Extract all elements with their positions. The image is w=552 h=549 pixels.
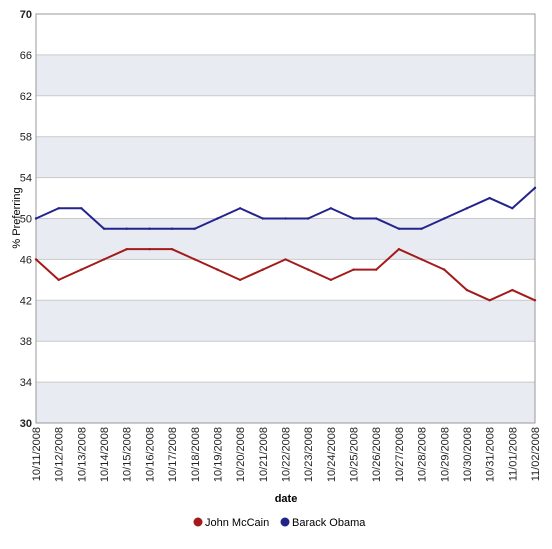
data-point: [306, 268, 310, 271]
data-point: [329, 207, 333, 210]
y-axis-tick-labels: 30 34 38 42 46 50 54 58 62 66 70: [20, 9, 32, 430]
data-point: [488, 196, 491, 200]
data-point: [148, 247, 151, 251]
data-point: [261, 268, 265, 271]
legend-label: John McCain: [205, 517, 269, 529]
x-tick-label: 10/24/2008: [326, 427, 338, 482]
x-tick-label: 11/01/2008: [507, 427, 519, 481]
data-point: [102, 227, 106, 230]
data-point: [261, 217, 265, 220]
data-point: [443, 268, 446, 271]
data-point: [443, 217, 446, 220]
x-tick-label: 10/14/2008: [99, 427, 111, 482]
data-point: [352, 217, 355, 220]
data-point: [420, 258, 423, 261]
data-point: [488, 299, 491, 302]
x-tick-label: 10/30/2008: [462, 427, 474, 482]
x-tick-label: 10/13/2008: [76, 427, 88, 482]
y-axis-label: % Preferring: [11, 187, 23, 248]
data-point: [80, 268, 83, 271]
legend: John McCain Barack Obama: [193, 517, 366, 529]
x-tick-label: 10/27/2008: [394, 427, 406, 482]
y-tick-label: 34: [20, 377, 32, 389]
data-point: [193, 227, 196, 230]
x-tick-label: 10/31/2008: [485, 427, 497, 482]
legend-label: Barack Obama: [292, 517, 366, 529]
data-point: [352, 268, 355, 271]
x-tick-label: 10/21/2008: [258, 427, 270, 482]
legend-marker: [193, 517, 203, 527]
x-tick-label: 10/25/2008: [349, 427, 361, 482]
data-point: [238, 278, 242, 282]
data-point: [170, 227, 174, 230]
data-point: [80, 207, 83, 210]
data-point: [511, 207, 514, 210]
x-tick-label: 10/17/2008: [167, 427, 179, 482]
x-axis-tick-labels: 10/11/2008 10/12/2008 10/13/2008 10/14/2008…: [31, 427, 542, 482]
y-tick-label: 46: [20, 254, 32, 266]
data-point: [216, 217, 219, 220]
data-point: [34, 217, 38, 220]
series-lines: [34, 186, 537, 302]
data-point: [148, 227, 151, 230]
plot-background-bands: [36, 54, 535, 423]
x-tick-label: 10/11/2008: [31, 427, 43, 481]
y-tick-label: 62: [20, 91, 32, 103]
y-tick-label: 70: [20, 9, 32, 21]
data-point: [125, 247, 128, 251]
data-point: [533, 299, 537, 302]
y-tick-label: 58: [20, 132, 32, 144]
x-tick-label: 10/28/2008: [417, 427, 429, 482]
legend-marker: [280, 517, 290, 527]
x-tick-label: 10/29/2008: [439, 427, 451, 482]
data-point: [102, 258, 106, 261]
x-tick-label: 10/12/2008: [54, 427, 66, 482]
x-tick-label: 10/16/2008: [144, 427, 156, 482]
data-point: [397, 227, 401, 230]
x-tick-label: 10/15/2008: [122, 427, 134, 482]
data-point: [57, 207, 60, 210]
data-point: [329, 278, 333, 282]
x-tick-label: 10/26/2008: [371, 427, 383, 482]
x-tick-label: 10/22/2008: [281, 427, 293, 482]
data-point: [34, 258, 38, 261]
data-point: [125, 227, 128, 230]
y-tick-label: 66: [20, 50, 32, 62]
data-point: [375, 268, 378, 271]
data-point: [465, 288, 469, 292]
x-tick-label: 10/19/2008: [212, 427, 224, 482]
data-point: [306, 217, 310, 220]
x-tick-label: 10/20/2008: [235, 427, 247, 482]
x-tick-label: 11/02/2008: [530, 427, 542, 481]
x-tick-label: 10/23/2008: [303, 427, 315, 482]
data-point: [170, 247, 174, 251]
data-point: [420, 227, 423, 230]
data-point: [216, 268, 219, 271]
data-point: [284, 217, 287, 220]
y-tick-label: 30: [20, 418, 32, 430]
data-point: [238, 207, 242, 210]
y-tick-label: 54: [20, 173, 32, 185]
data-point: [533, 186, 537, 190]
y-tick-label: 38: [20, 336, 32, 348]
data-point: [397, 247, 401, 251]
y-tick-label: 50: [20, 214, 32, 226]
background-band: [36, 218, 535, 260]
data-point: [375, 217, 378, 220]
data-point: [465, 207, 469, 210]
x-tick-label: 10/18/2008: [190, 427, 202, 482]
background-band: [36, 54, 535, 96]
data-point: [57, 278, 60, 282]
data-point: [193, 258, 196, 261]
background-band: [36, 136, 535, 178]
background-band: [36, 382, 535, 423]
x-axis-label: date: [275, 493, 298, 505]
y-tick-label: 42: [20, 295, 32, 307]
data-point: [284, 258, 287, 261]
data-point: [511, 288, 514, 292]
background-band: [36, 300, 535, 342]
